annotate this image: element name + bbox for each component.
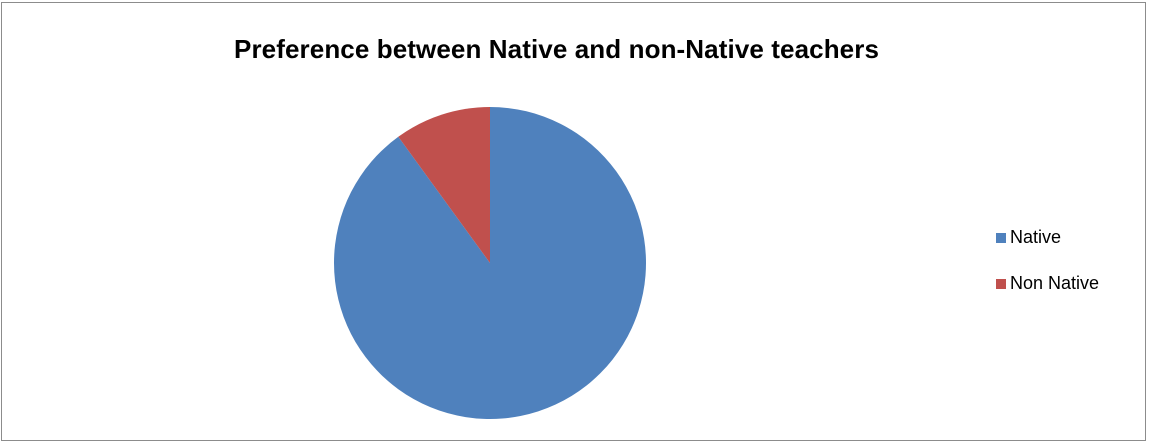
pie-slice-native (333, 107, 646, 419)
chart-title: Preference between Native and non-Native… (234, 34, 880, 64)
legend-swatch-non-native (996, 279, 1006, 289)
legend-label-non-native: Non Native (1010, 273, 1100, 293)
legend-swatch-native (996, 233, 1006, 243)
pie-slice-non-native (398, 107, 490, 263)
legend-label-native: Native (1010, 227, 1062, 247)
